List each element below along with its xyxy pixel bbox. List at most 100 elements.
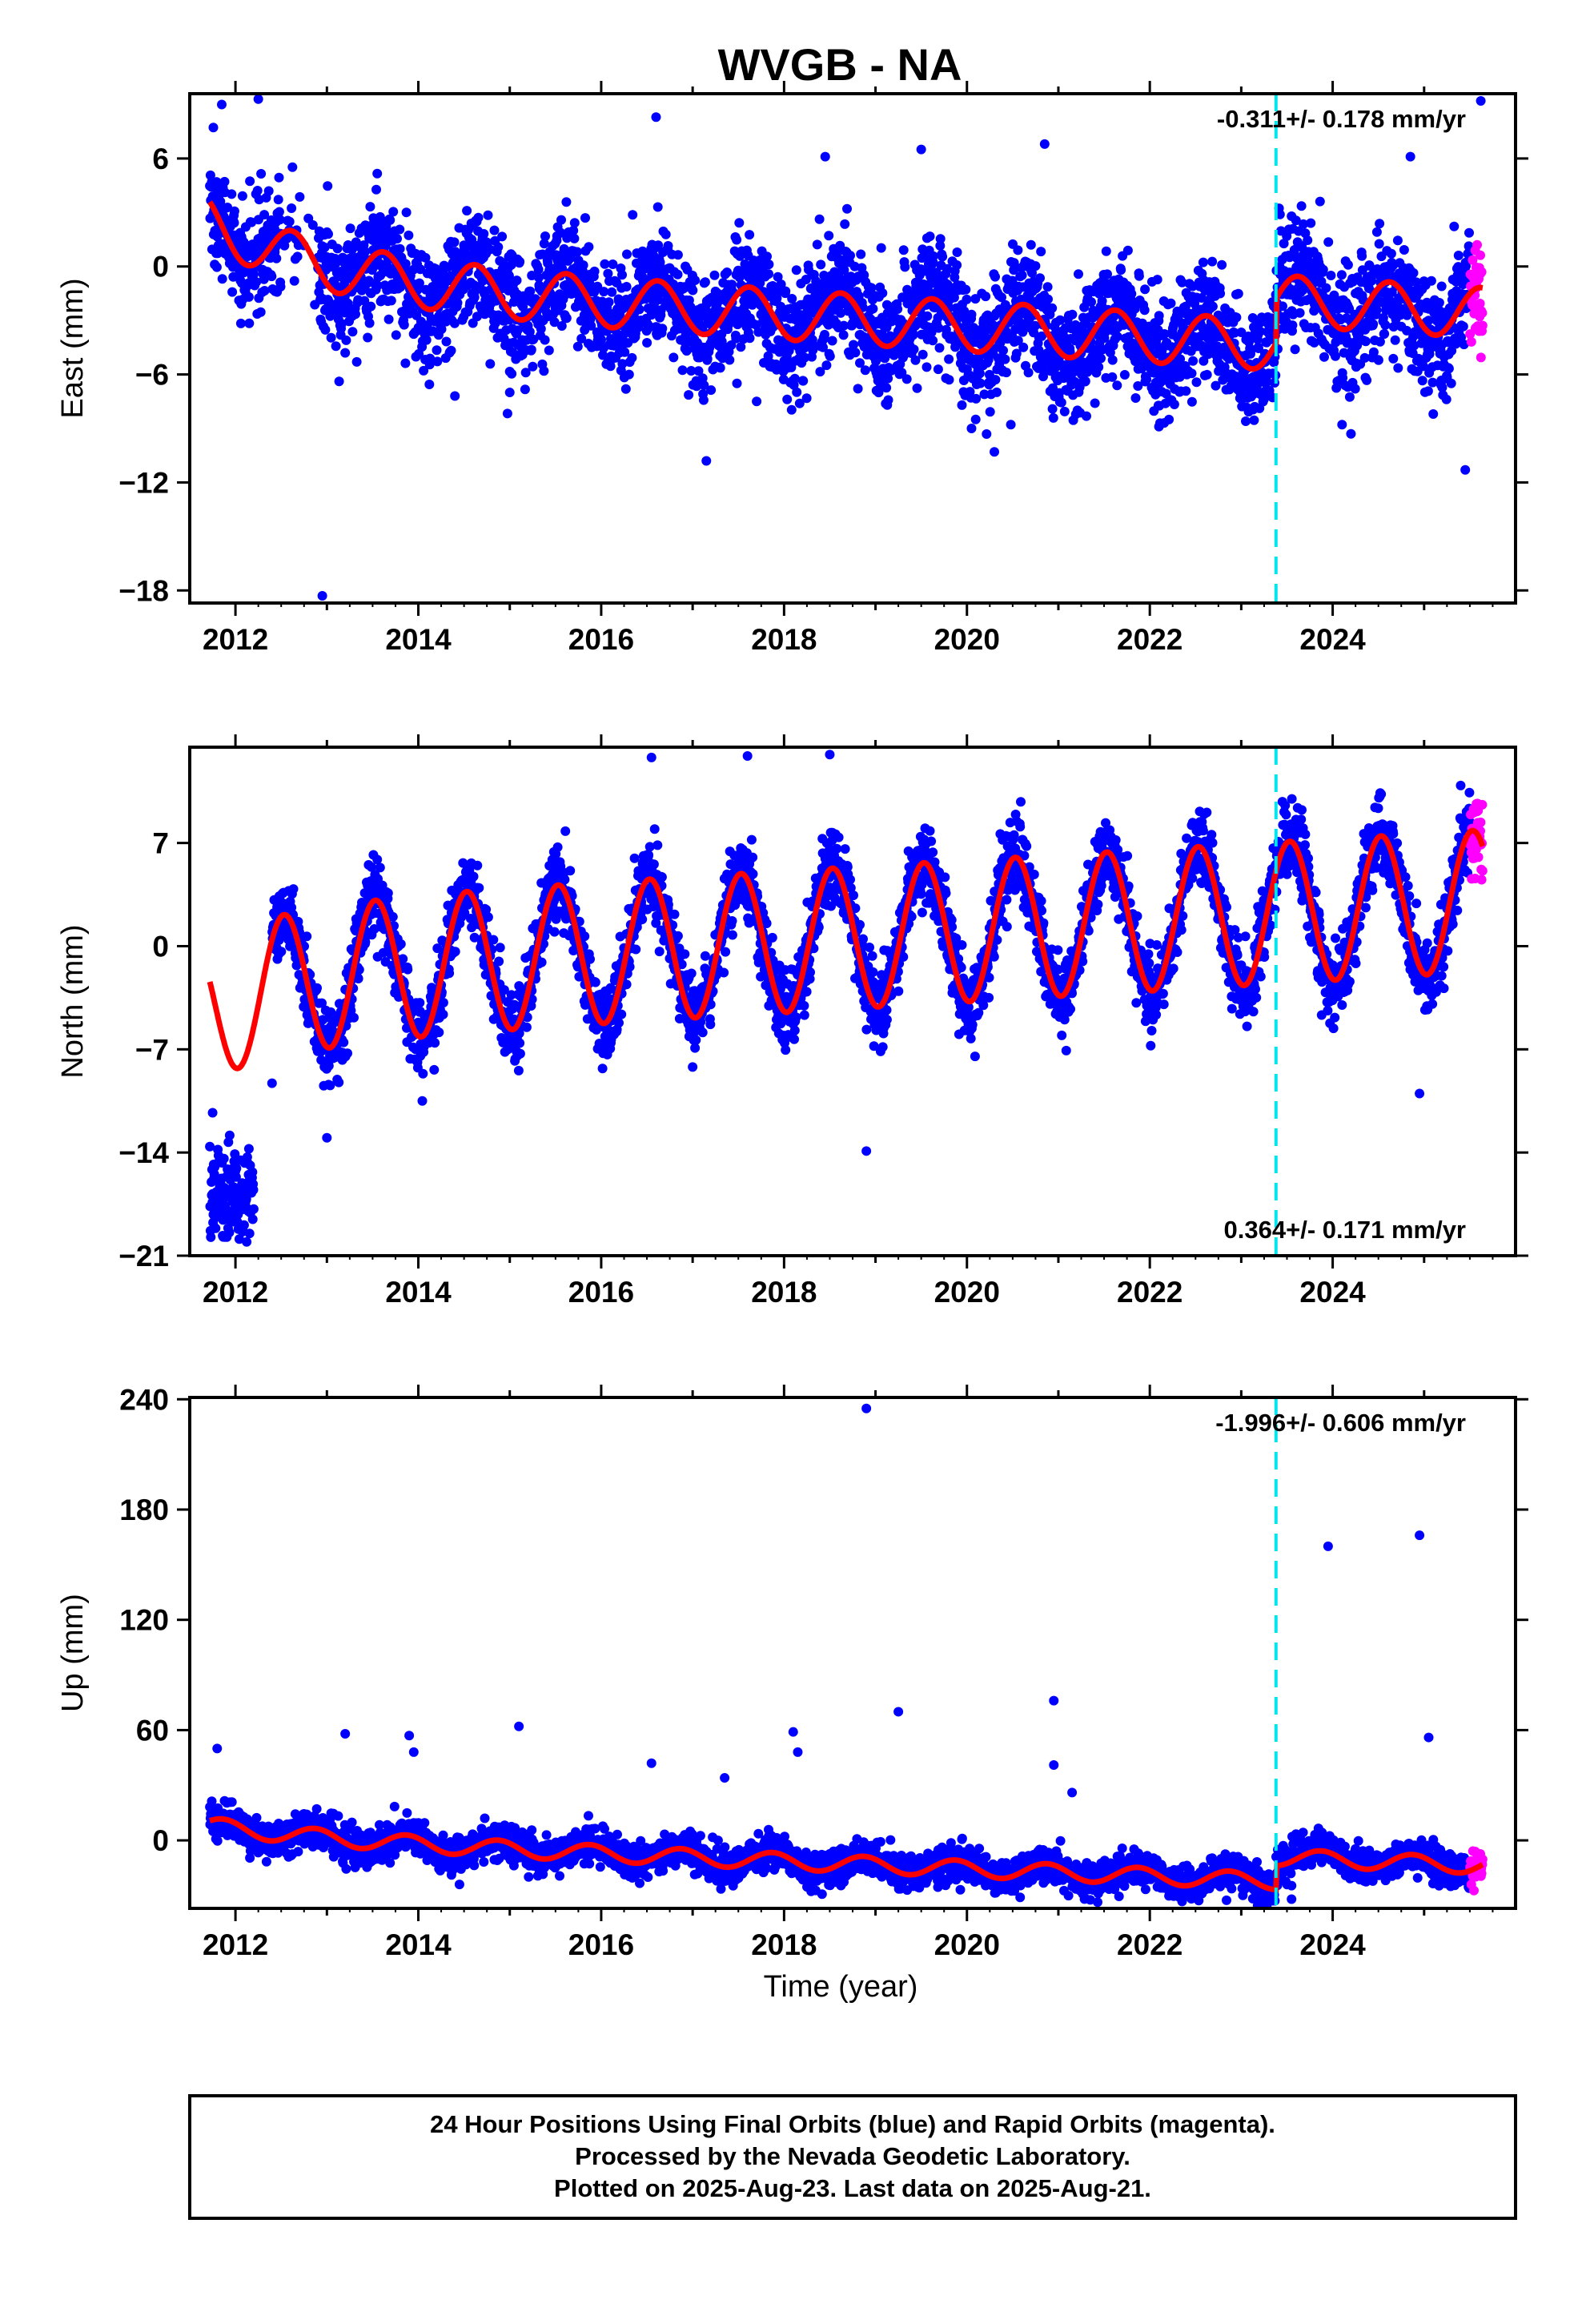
- final-orbit-point: [572, 341, 583, 352]
- final-orbit-point: [835, 240, 845, 251]
- final-orbit-point: [1343, 259, 1353, 270]
- final-orbit-point: [432, 345, 442, 356]
- final-orbit-point: [748, 298, 758, 308]
- east-panel: 2012 2014 2016 2018 2020 2022 2024−18−12−606Ea…: [56, 81, 1528, 656]
- final-orbit-point: [589, 266, 600, 276]
- final-orbit-point: [375, 862, 385, 873]
- final-orbit-point: [1134, 271, 1144, 281]
- final-orbit-point: [229, 206, 239, 216]
- final-orbit-point: [690, 275, 701, 285]
- final-orbit-point: [836, 308, 845, 318]
- rapid-orbit-point: [1472, 239, 1482, 250]
- final-orbit-point: [1388, 353, 1399, 364]
- north-panel: 2012 2014 2016 2018 2020 2022 2024−21−14−707No…: [56, 734, 1528, 1309]
- final-orbit-point: [1423, 386, 1433, 396]
- final-orbit-point: [276, 947, 287, 957]
- final-orbit-point: [1323, 237, 1334, 247]
- final-orbit-point: [481, 904, 492, 915]
- final-orbit-point: [898, 245, 909, 255]
- final-orbit-point: [1379, 328, 1390, 339]
- final-orbit-point: [850, 348, 861, 358]
- final-orbit-point: [334, 376, 344, 387]
- final-orbit-point: [224, 1228, 235, 1237]
- final-orbit-point: [1278, 301, 1287, 312]
- final-orbit-point: [331, 259, 341, 268]
- outlier-point: [1039, 139, 1050, 149]
- final-orbit-point: [219, 176, 230, 187]
- final-orbit-point: [1287, 320, 1298, 331]
- final-orbit-point: [1451, 339, 1461, 349]
- final-orbit-point: [227, 287, 238, 297]
- final-orbit-point: [275, 215, 285, 225]
- final-orbit-point: [1360, 336, 1371, 347]
- final-orbit-point: [536, 957, 547, 967]
- final-orbit-point: [351, 356, 362, 367]
- final-orbit-point: [1380, 320, 1391, 330]
- final-orbit-point: [391, 330, 401, 340]
- final-orbit-point: [1164, 414, 1174, 424]
- x-tick-label: 2020: [934, 623, 1000, 656]
- final-orbit-point: [483, 912, 493, 923]
- final-orbit-point: [842, 203, 852, 214]
- final-orbit-point: [526, 344, 536, 355]
- north-daily-positions: [205, 750, 1488, 1247]
- final-orbit-point: [715, 363, 725, 373]
- final-orbit-point: [279, 240, 290, 251]
- final-orbit-point: [211, 262, 222, 272]
- final-orbit-point: [259, 286, 270, 296]
- east-y-axis-label: East (mm): [56, 278, 90, 418]
- final-orbit-point: [928, 336, 938, 346]
- final-orbit-point: [1175, 354, 1186, 364]
- final-orbit-point: [970, 414, 981, 424]
- final-orbit-point: [1393, 363, 1403, 373]
- final-orbit-point: [1373, 355, 1383, 365]
- final-orbit-point: [877, 288, 888, 298]
- final-orbit-point: [569, 233, 580, 243]
- x-tick-label: 2018: [751, 623, 817, 656]
- final-orbit-point: [385, 215, 396, 225]
- final-orbit-point: [642, 338, 652, 348]
- final-orbit-point: [992, 387, 1002, 397]
- final-orbit-point: [673, 250, 683, 260]
- final-orbit-point: [292, 251, 303, 262]
- final-orbit-point: [1107, 372, 1118, 382]
- final-orbit-point: [787, 294, 797, 304]
- final-orbit-point: [1375, 219, 1385, 229]
- final-orbit-point: [568, 225, 579, 235]
- final-orbit-point: [745, 333, 755, 344]
- final-orbit-point: [242, 1236, 252, 1247]
- final-orbit-point: [365, 202, 375, 212]
- final-orbit-point: [998, 345, 1008, 356]
- final-orbit-point: [849, 340, 858, 350]
- final-orbit-point: [688, 285, 698, 296]
- final-orbit-point: [722, 267, 733, 277]
- final-orbit-point: [934, 343, 945, 353]
- final-orbit-point: [336, 319, 347, 329]
- final-orbit-point: [449, 318, 460, 328]
- x-tick-label: 2016: [568, 623, 634, 656]
- final-orbit-point: [908, 330, 918, 340]
- final-orbit-point: [366, 301, 376, 312]
- final-orbit-point: [698, 395, 709, 405]
- outlier-point: [990, 447, 1000, 457]
- final-orbit-point: [845, 251, 855, 261]
- final-orbit-point: [1246, 345, 1256, 356]
- final-orbit-point: [274, 207, 284, 217]
- final-orbit-point: [1344, 392, 1355, 402]
- final-orbit-point: [949, 292, 959, 303]
- final-orbit-point: [230, 1149, 240, 1160]
- final-orbit-point: [753, 327, 764, 337]
- final-orbit-point: [317, 998, 327, 1008]
- final-orbit-point: [387, 911, 398, 922]
- final-orbit-point: [1011, 348, 1022, 359]
- final-orbit-point: [323, 229, 333, 239]
- final-orbit-point: [1013, 336, 1023, 346]
- final-orbit-point: [966, 309, 977, 320]
- final-orbit-point: [1299, 219, 1308, 229]
- final-orbit-point: [962, 294, 972, 304]
- final-orbit-point: [227, 189, 237, 199]
- final-orbit-point: [1254, 344, 1263, 353]
- final-orbit-point: [1399, 245, 1409, 255]
- final-orbit-point: [211, 1223, 221, 1233]
- final-orbit-point: [786, 404, 797, 415]
